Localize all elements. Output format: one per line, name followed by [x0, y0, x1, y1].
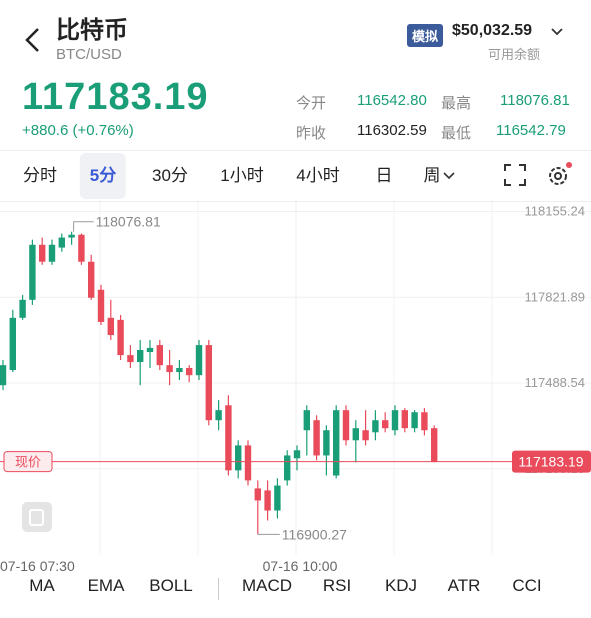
candle-body: [264, 490, 271, 511]
candle-body: [244, 445, 252, 481]
current-label: 现价: [15, 455, 41, 470]
candle-body: [97, 289, 105, 322]
indicator-tab[interactable]: RSI: [322, 576, 352, 595]
stat-label: 最高: [441, 95, 472, 112]
candle-body: [88, 261, 95, 298]
interval-tab[interactable]: 4小时: [296, 166, 340, 185]
y-tick-label: 117488.54: [525, 375, 586, 390]
interval-tab[interactable]: 30分: [152, 166, 188, 185]
tool-icon: [29, 509, 44, 526]
candlestick-chart: 118155.24117821.89117488.54117155.191180…: [0, 200, 591, 574]
stat-label: 今开: [296, 95, 327, 112]
candle-body: [284, 455, 291, 481]
candle-body: [78, 234, 85, 262]
candle-body: [19, 299, 26, 318]
current-label-box: [3, 451, 53, 473]
indicator-tab[interactable]: MA: [29, 576, 55, 595]
candle-body: [39, 244, 46, 262]
candle-body: [146, 347, 154, 353]
interval-tab[interactable]: 5分: [79, 153, 127, 199]
candle-body: [401, 410, 408, 429]
stat-value: 116542.79: [496, 122, 566, 139]
candle-body: [215, 410, 222, 421]
candle-body: [421, 412, 428, 431]
indicator-tab[interactable]: CCI: [512, 576, 542, 595]
price-change: +880.6 (+0.76%): [22, 122, 134, 139]
candle-body: [391, 410, 399, 431]
candle-body: [186, 367, 193, 376]
candle-body: [352, 428, 359, 441]
balance[interactable]: $50,032.59: [452, 22, 533, 39]
indicator-tab[interactable]: EMA: [87, 576, 125, 595]
candle-body: [274, 485, 281, 511]
current-price-text: 117183.19: [518, 454, 583, 470]
candle-body: [137, 349, 144, 363]
candle-body: [333, 410, 340, 476]
balance-label: 可用余额: [488, 47, 541, 62]
low-label: 116900.27: [282, 526, 347, 542]
last-price: 117183.19: [22, 76, 209, 118]
high-label: 118076.81: [96, 214, 161, 230]
settings-icon[interactable]: [546, 161, 574, 189]
x-tick-label: 07-16 07:30: [0, 558, 75, 574]
y-tick-label: 118155.24: [525, 204, 586, 219]
candle-body: [48, 244, 56, 262]
candle-body: [68, 234, 75, 238]
candle-body: [166, 365, 173, 373]
candle-body: [293, 450, 301, 459]
candle-body: [29, 244, 36, 300]
candle-body: [107, 317, 114, 336]
indicator-tab[interactable]: ATR: [447, 576, 481, 595]
stat-label: 最低: [441, 125, 472, 142]
candle-body: [411, 412, 418, 429]
candle-body: [372, 420, 379, 433]
candle-body: [0, 365, 7, 386]
candle-body: [235, 445, 242, 471]
indicator-tab[interactable]: KDJ: [384, 576, 418, 595]
tool-button[interactable]: [22, 502, 52, 532]
caret: [443, 172, 455, 180]
indicator-bar: MA EMA BOLL MACD RSI KDJ ATR CCI: [0, 576, 591, 606]
x-tick-label: 07-16 10:00: [263, 558, 338, 574]
interval-tab[interactable]: 日: [375, 166, 393, 185]
candle-body: [431, 428, 438, 462]
divider: [218, 578, 219, 600]
candle-body: [323, 430, 330, 456]
candle-body: [254, 488, 261, 501]
interval-tab[interactable]: 1小时: [220, 166, 264, 185]
interval-tab[interactable]: 周: [423, 166, 441, 185]
symbol: BTC/USD: [56, 46, 122, 63]
candle-body: [205, 345, 212, 421]
dropdown-icon[interactable]: [550, 26, 564, 38]
candle-body: [362, 430, 369, 441]
candle-body: [342, 410, 350, 441]
candle-body: [156, 345, 163, 366]
stat-value: 118076.81: [500, 92, 570, 109]
y-tick-label: 117821.89: [525, 289, 586, 304]
candle-body: [9, 317, 16, 371]
indicator-tab[interactable]: BOLL: [149, 576, 193, 595]
candle-body: [117, 319, 124, 356]
back-button[interactable]: [22, 26, 44, 54]
stat-value: 116302.59: [357, 122, 427, 139]
candle-body: [382, 420, 389, 429]
stat-label: 昨收: [296, 125, 327, 142]
candle-body: [127, 355, 134, 363]
current-price-tag: [512, 450, 591, 473]
candle-body: [303, 410, 310, 431]
candle-body: [313, 420, 320, 456]
candle-body: [176, 367, 183, 373]
indicator-tab[interactable]: MACD: [241, 576, 293, 595]
title: 比特币: [56, 17, 128, 44]
candle-body: [58, 237, 65, 248]
interval-tabs: 分时 5分 30分 1小时 4小时 日 周: [0, 150, 591, 202]
fullscreen-icon[interactable]: [503, 163, 527, 187]
stat-value: 116542.80: [357, 92, 427, 109]
interval-tab[interactable]: 分时: [23, 166, 57, 185]
candle-body: [195, 345, 203, 376]
badge: 模拟: [407, 24, 444, 47]
candle-body: [225, 405, 232, 471]
